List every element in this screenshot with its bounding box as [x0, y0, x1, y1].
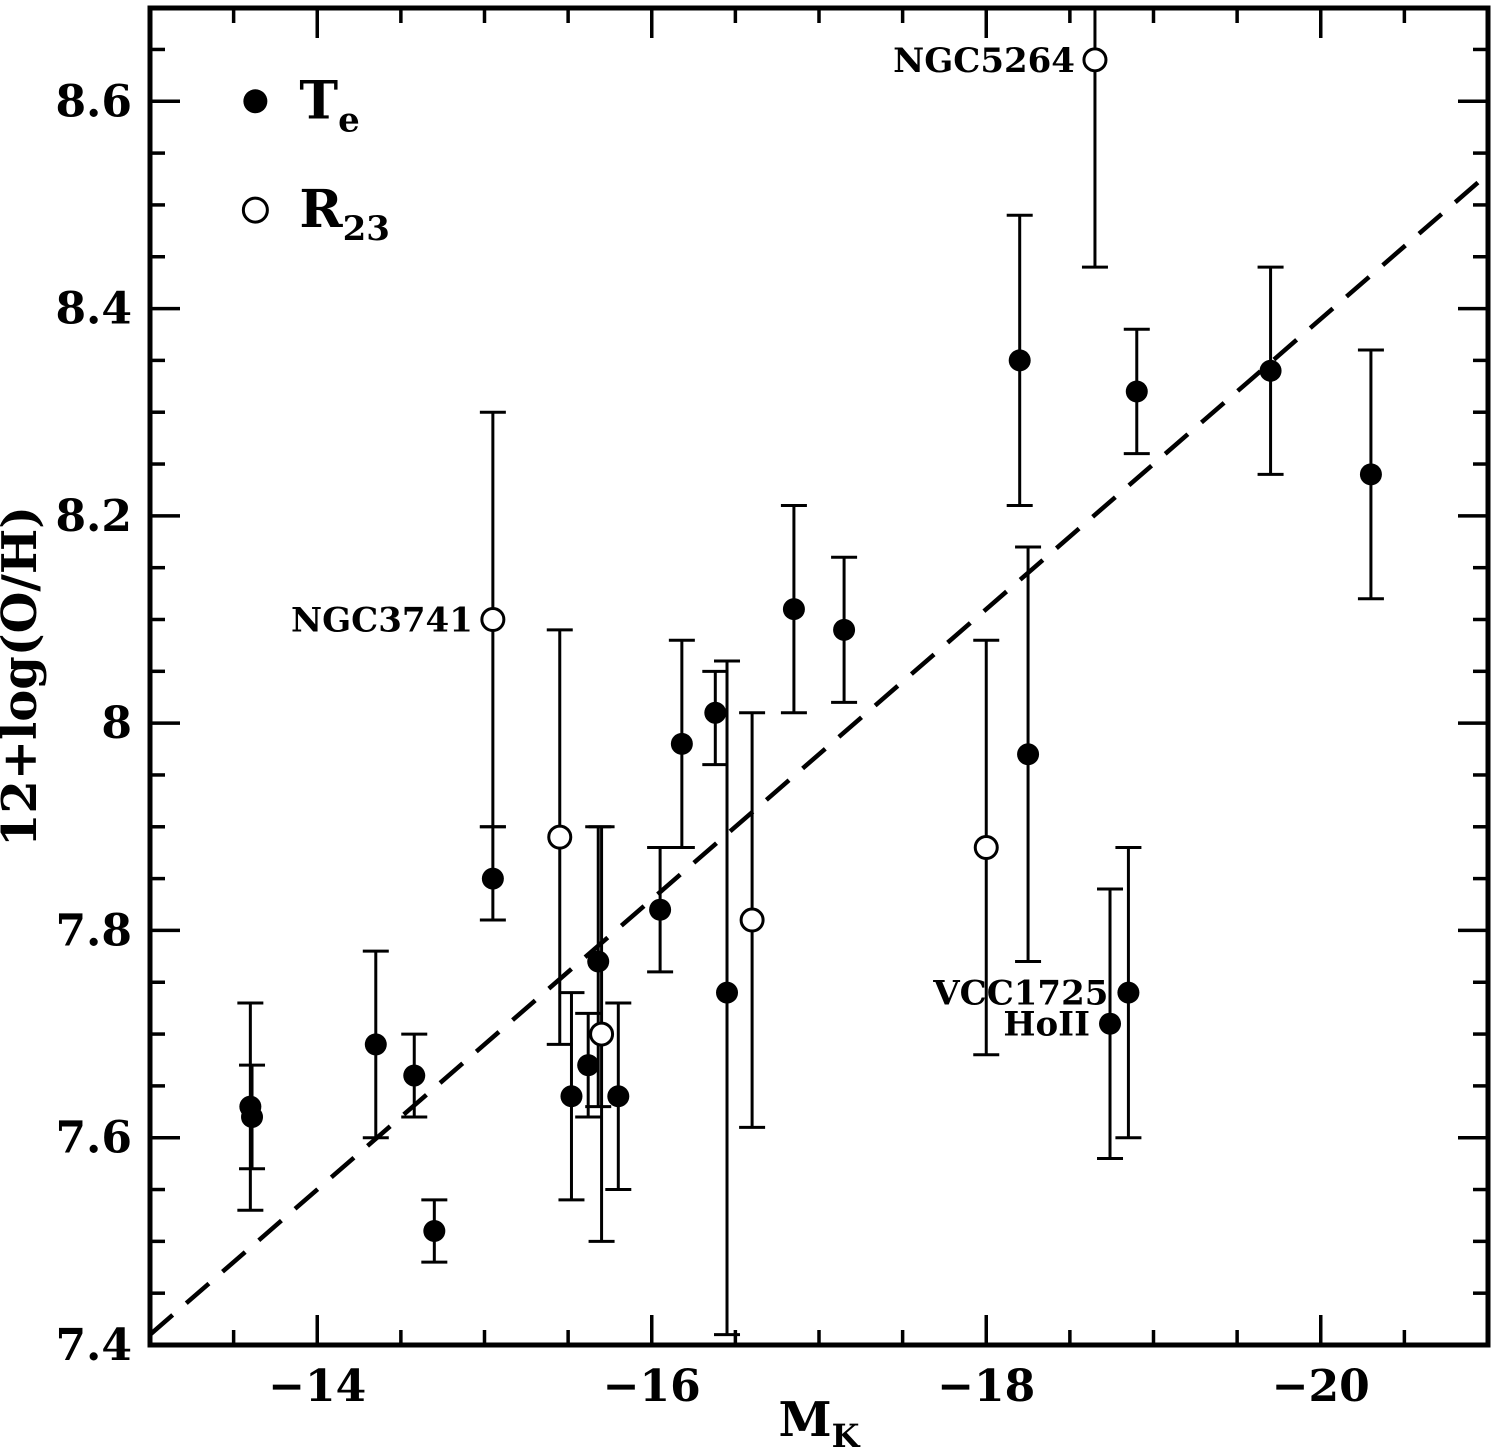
- filled-circle-point: [1017, 743, 1040, 766]
- filled-circle-point: [782, 598, 805, 621]
- annotation-hoii: HoII: [1003, 1005, 1090, 1045]
- filled-circle-point: [1359, 463, 1382, 486]
- filled-circle-point: [577, 1054, 600, 1077]
- x-tick-label: −18: [937, 1361, 1035, 1412]
- y-tick-label: 7.8: [55, 905, 132, 956]
- filled-circle-point: [241, 1105, 264, 1128]
- filled-circle-point: [1099, 1012, 1122, 1035]
- legend-open-circle-icon: [241, 196, 269, 224]
- annotation-ngc5264: NGC5264: [893, 41, 1075, 81]
- open-circle-point: [480, 606, 506, 632]
- y-tick-label: 7.4: [55, 1320, 132, 1371]
- y-axis-label: 12+log(O/H): [0, 506, 48, 847]
- filled-circle-point: [1259, 359, 1282, 382]
- filled-circle-point: [587, 950, 610, 973]
- annotation-ngc3741: NGC3741: [291, 600, 473, 640]
- open-circle-point: [1082, 47, 1108, 73]
- legend: Te R23: [241, 70, 390, 249]
- y-tick-labels: 7.4 7.6 7.8 8 8.2 8.4 8.6: [55, 76, 132, 1371]
- x-tick-label: −16: [603, 1361, 701, 1412]
- y-tick-label: 8: [101, 698, 132, 749]
- filled-circle-point: [560, 1085, 583, 1108]
- y-tick-label: 8.4: [55, 284, 132, 335]
- legend-filled-circle-icon: [243, 89, 268, 114]
- open-circle-point: [547, 824, 573, 850]
- filled-circle-point: [704, 701, 727, 724]
- filled-circle-point: [403, 1064, 426, 1087]
- legend-label: R23: [299, 179, 390, 249]
- x-tick-label: −20: [1272, 1361, 1370, 1412]
- x-axis-label: MK: [779, 1392, 861, 1453]
- open-circle-point: [739, 907, 765, 933]
- r23-series: [479, 8, 1108, 1243]
- open-circle-point: [589, 1021, 615, 1047]
- filled-circle-point: [649, 898, 672, 921]
- filled-circle-point: [364, 1033, 387, 1056]
- annotation-vcc1725: VCC1725: [932, 974, 1108, 1014]
- x-tick-labels: −14 −16 −18 −20: [268, 1361, 1370, 1412]
- filled-circle-point: [481, 867, 504, 890]
- filled-circle-point: [833, 618, 856, 641]
- axis-ticks: [150, 8, 1488, 1347]
- open-circle-point: [973, 835, 999, 861]
- filled-circle-point: [1008, 349, 1031, 372]
- filled-circle-point: [716, 981, 739, 1004]
- plot-data-area: [150, 8, 1488, 1337]
- te-series: [237, 213, 1384, 1337]
- y-tick-label: 7.6: [55, 1113, 132, 1164]
- legend-label: Te: [299, 70, 359, 140]
- filled-circle-point: [423, 1219, 446, 1242]
- y-tick-label: 8.6: [55, 76, 132, 127]
- x-tick-label: −14: [268, 1361, 366, 1412]
- filled-circle-point: [1117, 981, 1140, 1004]
- fit-line: [150, 172, 1488, 1337]
- filled-circle-point: [607, 1085, 630, 1108]
- y-tick-label: 8.2: [55, 491, 132, 542]
- filled-circle-point: [1125, 380, 1148, 403]
- filled-circle-point: [670, 732, 693, 755]
